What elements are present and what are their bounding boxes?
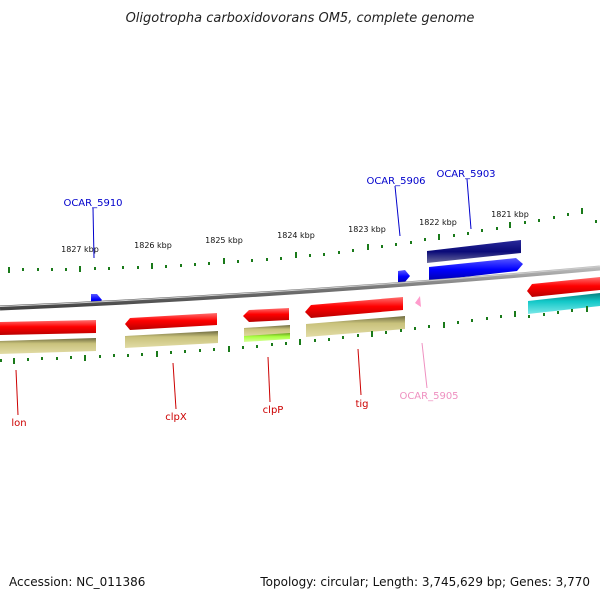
lower-tick-track <box>0 306 588 364</box>
gene-clpx-red[interactable] <box>125 313 217 330</box>
label-ocar5910[interactable]: OCAR_5910 <box>63 198 122 209</box>
gene-ocar5906-blue[interactable] <box>398 270 410 283</box>
accession-label: Accession: NC_011386 <box>9 575 145 589</box>
label-clpp[interactable]: clpP <box>263 405 284 416</box>
gene-tig-red[interactable] <box>305 297 403 318</box>
bottom-gene-labels: lon clpX clpP tig OCAR_5905 <box>11 342 459 429</box>
lower-gene-track <box>0 277 600 354</box>
upper-tick-track <box>8 208 597 273</box>
gene-ocar5903-blue[interactable] <box>429 258 523 281</box>
gene-lon-red[interactable] <box>0 320 96 335</box>
gene-lon-olive[interactable] <box>0 338 96 354</box>
label-tig[interactable]: tig <box>355 399 368 410</box>
tick-label-1824: 1824 kbp <box>277 231 315 240</box>
gene-clpp-red[interactable] <box>243 308 289 322</box>
tick-label-1826: 1826 kbp <box>134 241 172 250</box>
label-ocar5905[interactable]: OCAR_5905 <box>399 391 458 402</box>
tick-label-1822: 1822 kbp <box>419 218 457 227</box>
gene-right-cyan[interactable] <box>528 293 600 314</box>
kbp-tick-labels: 1827 kbp 1826 kbp 1825 kbp 1824 kbp 1823… <box>61 210 529 254</box>
label-clpx[interactable]: clpX <box>165 412 187 423</box>
genome-backbone <box>0 265 600 311</box>
tick-label-1827: 1827 kbp <box>61 245 99 254</box>
gene-ocar5903-navy[interactable] <box>427 240 521 263</box>
top-gene-labels: OCAR_5910 OCAR_5906 OCAR_5903 <box>63 169 496 259</box>
label-lon[interactable]: lon <box>11 418 26 429</box>
tick-label-1825: 1825 kbp <box>205 236 243 245</box>
genome-summary: Topology: circular; Length: 3,745,629 bp… <box>259 575 590 589</box>
label-ocar5906[interactable]: OCAR_5906 <box>366 176 425 187</box>
tick-label-1823: 1823 kbp <box>348 225 386 234</box>
gene-tig-olive[interactable] <box>306 316 405 337</box>
gene-right-red[interactable] <box>527 277 600 297</box>
tick-label-1821: 1821 kbp <box>491 210 529 219</box>
label-ocar5903[interactable]: OCAR_5903 <box>436 169 495 180</box>
gene-ocar5905-pink[interactable] <box>415 296 421 307</box>
gene-clpp-green[interactable] <box>244 333 290 342</box>
map-title: Oligotropha carboxidovorans OM5, complet… <box>126 11 475 26</box>
gene-clpx-olive[interactable] <box>125 331 218 348</box>
